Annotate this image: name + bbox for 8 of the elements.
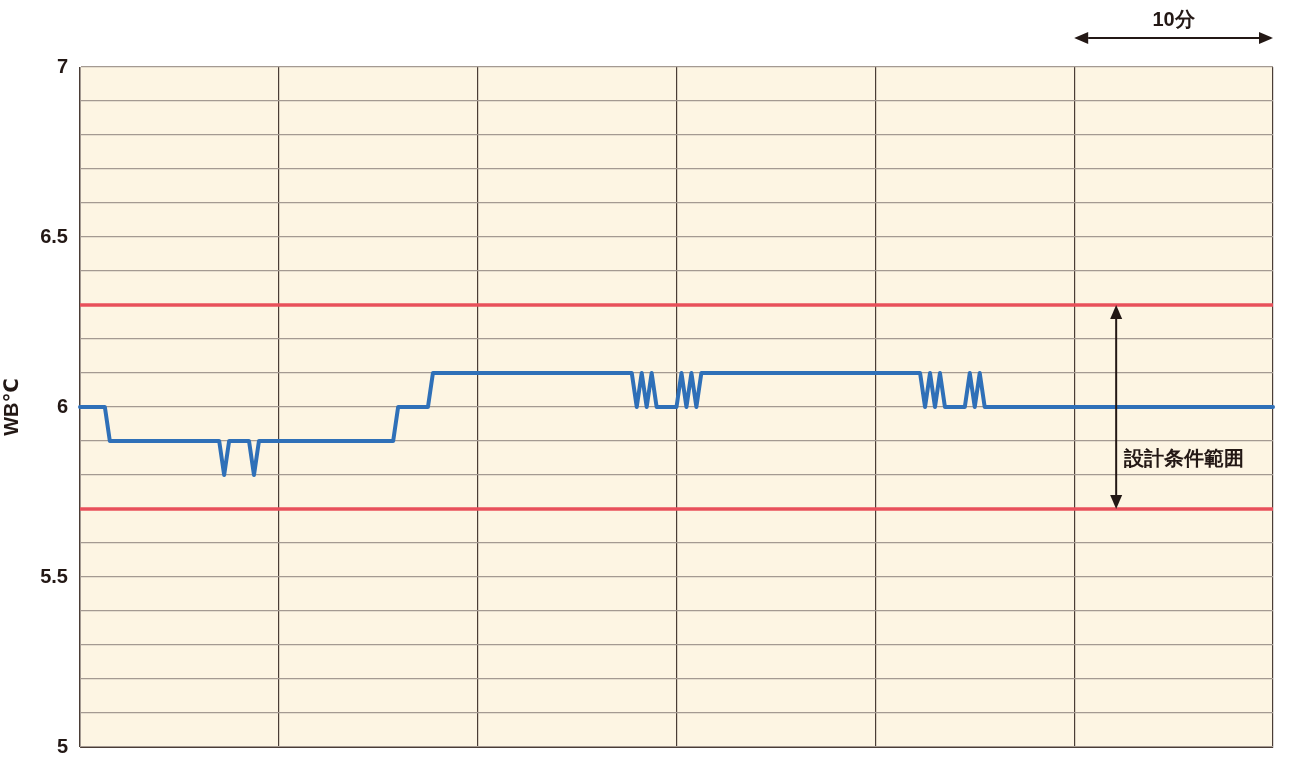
y-tick-label: 6 <box>56 394 68 417</box>
y-tick-label: 6.5 <box>40 224 68 247</box>
text: 10分 <box>1152 7 1196 30</box>
y-tick-label: 5.5 <box>40 564 68 587</box>
annotation: 設計条件範囲 <box>1123 446 1245 469</box>
y-axis-title: WB℃ <box>0 378 22 436</box>
y-tick-label: 7 <box>56 54 68 77</box>
y-tick-label: 5 <box>56 734 68 757</box>
